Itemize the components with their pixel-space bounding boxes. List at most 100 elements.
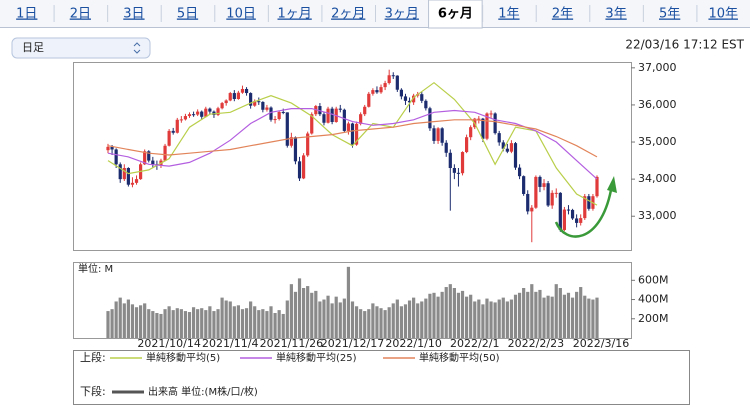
tab[interactable]: 2日 xyxy=(70,7,91,22)
candle-body xyxy=(277,111,281,120)
volume-bar xyxy=(187,312,192,338)
volume-bar xyxy=(501,297,505,338)
volume-bar xyxy=(473,301,477,338)
volume-bar xyxy=(232,306,236,338)
volume-bar xyxy=(554,284,558,338)
y-tick-label: 33,000 xyxy=(638,209,677,222)
tab[interactable]: 6ヶ月 xyxy=(438,7,473,22)
candle-body xyxy=(338,108,342,110)
candle-body xyxy=(318,106,322,115)
candle-body xyxy=(240,88,245,93)
volume-bar xyxy=(220,297,224,338)
price-frame xyxy=(73,62,632,251)
volume-bar xyxy=(428,293,432,338)
volume-bar xyxy=(416,303,420,338)
candle-body xyxy=(391,75,395,77)
ma-line xyxy=(107,119,598,158)
candle-body xyxy=(281,111,285,113)
candle-body xyxy=(538,176,542,187)
volume-bar xyxy=(269,306,273,338)
candle-body xyxy=(448,152,452,169)
tab[interactable]: 3日 xyxy=(123,7,144,22)
interval-select[interactable] xyxy=(11,37,151,59)
candle-body xyxy=(228,93,232,101)
candle-body xyxy=(403,96,408,101)
candle-body xyxy=(465,137,469,153)
candle-body xyxy=(469,127,473,138)
candle-body xyxy=(326,108,330,123)
candle-body xyxy=(187,114,192,117)
x-tick-label: 2022/1/10 xyxy=(385,337,441,350)
tab[interactable]: 2年 xyxy=(552,7,573,22)
volume-bar xyxy=(216,309,220,338)
candle-body xyxy=(489,113,493,115)
candle-body xyxy=(126,168,130,185)
tab[interactable]: 5年 xyxy=(659,7,680,22)
volume-bar xyxy=(522,288,526,338)
volume-bar xyxy=(277,310,281,338)
interval-select-label: 日足 xyxy=(22,41,44,54)
volume-bar xyxy=(391,303,395,338)
volume-bar xyxy=(517,292,522,338)
legend-entry: 単純移動平均(25) xyxy=(276,351,357,364)
x-tick-label: 2022/2/23 xyxy=(508,337,564,350)
tab[interactable]: 1年 xyxy=(498,7,519,22)
volume-bar xyxy=(224,300,228,338)
volume-bar xyxy=(436,296,440,338)
volume-bar xyxy=(350,301,355,338)
candle-body xyxy=(359,114,363,124)
candle-body xyxy=(261,101,265,110)
candle-body xyxy=(269,107,273,120)
tab[interactable]: 10日 xyxy=(226,7,256,22)
candle-body xyxy=(196,111,200,115)
candle-body xyxy=(513,143,518,168)
tab[interactable]: 3ヶ月 xyxy=(385,7,419,22)
volume-bar xyxy=(147,309,151,338)
candle-body xyxy=(440,128,444,143)
candle-body xyxy=(175,119,179,133)
candle-body xyxy=(179,119,183,121)
volume-bar xyxy=(403,304,408,338)
volume-bar xyxy=(196,309,200,338)
tab[interactable]: 1日 xyxy=(16,7,37,22)
volume-bar xyxy=(326,295,330,338)
volume-bar xyxy=(566,292,571,338)
candle-body xyxy=(452,168,456,173)
candle-body xyxy=(493,113,497,134)
tab[interactable]: 10年 xyxy=(708,7,738,22)
candle-body xyxy=(293,137,298,162)
legend-box xyxy=(73,350,690,405)
candle-body xyxy=(444,142,448,153)
volume-bar xyxy=(587,298,591,338)
candle-body xyxy=(330,108,334,122)
candle-body xyxy=(130,182,135,185)
candle-body xyxy=(273,119,277,121)
legend-entry: 単純移動平均(50) xyxy=(419,351,500,364)
candle-body xyxy=(204,108,208,117)
volume-bar xyxy=(302,288,306,338)
volume-bar xyxy=(139,305,143,338)
volume-bar xyxy=(542,297,546,338)
candle-body xyxy=(122,168,126,180)
volume-bar xyxy=(379,308,383,338)
tab[interactable]: 2ヶ月 xyxy=(331,7,365,22)
tab[interactable]: 5日 xyxy=(177,7,198,22)
candle-body xyxy=(546,183,550,206)
candle-body xyxy=(558,192,562,230)
volume-bar xyxy=(293,291,298,338)
tab[interactable]: 1ヶ月 xyxy=(278,7,312,22)
volume-bar xyxy=(583,295,587,338)
candle-body xyxy=(224,100,228,104)
x-tick-label: 2022/3/16 xyxy=(573,337,629,350)
volume-bar xyxy=(330,303,334,338)
volume-bar xyxy=(538,289,542,338)
volume-bar xyxy=(114,301,118,338)
volume-bar xyxy=(595,297,599,338)
volume-bar xyxy=(526,291,530,338)
candle-body xyxy=(522,176,526,194)
candle-body xyxy=(534,176,538,208)
candle-body xyxy=(216,108,220,115)
candle-body xyxy=(379,87,383,93)
volume-bar xyxy=(306,286,310,338)
tab[interactable]: 3年 xyxy=(605,7,626,22)
